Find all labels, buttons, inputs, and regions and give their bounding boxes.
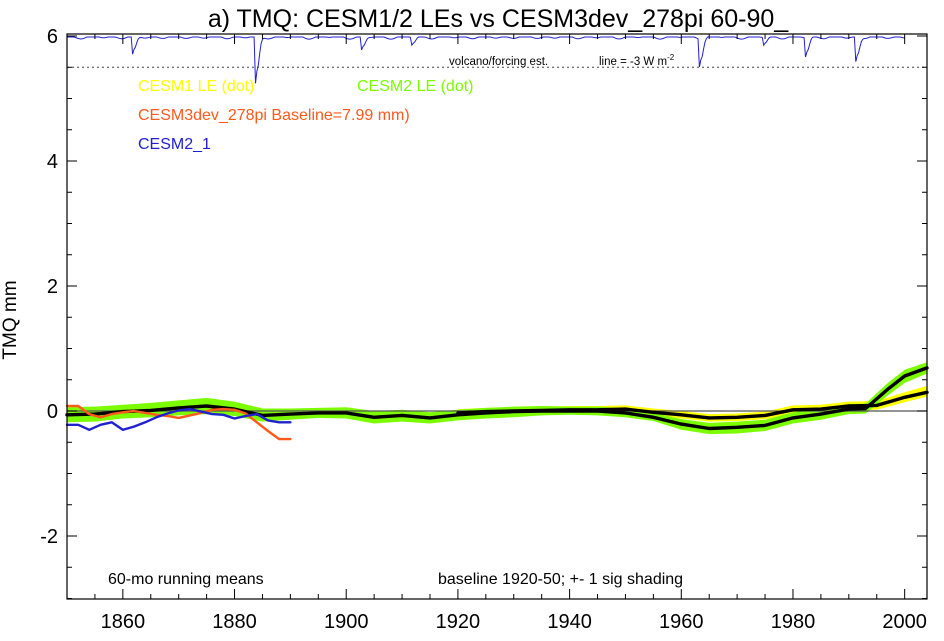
y-tick-label: 0 [47, 401, 58, 423]
x-tick-label: 1880 [212, 611, 257, 633]
line-label-superscript: -2 [667, 53, 675, 62]
legend-entry: CESM2_1 [138, 136, 211, 153]
cesm2-1-line [65, 407, 292, 431]
data-layer [65, 362, 929, 441]
x-tick-label: 2000 [882, 611, 927, 633]
x-tick-label: 1980 [771, 611, 816, 633]
y-tick-label: 2 [47, 276, 58, 298]
axes-layer: 1860 1880 1900 1920 1940 1960 1980 2000 -2 0 2 4 6 [40, 26, 928, 633]
x-tick-label: 1960 [659, 611, 704, 633]
legend-entry: CESM1 LE (dot) [138, 78, 254, 95]
x-tick-label: 1900 [324, 611, 369, 633]
y-tick-label: 4 [47, 151, 58, 173]
y-tick-label: 6 [47, 26, 58, 48]
line-label: line = -3 W m-2 [599, 53, 675, 68]
y-axis-label: TMQ mm [0, 280, 21, 359]
cesm3dev-278pi-baseline-7-99-mm-line [65, 404, 292, 441]
cesm2-le-dot-band [67, 362, 927, 435]
chart-title: a) TMQ: CESM1/2 LEs vs CESM3dev_278pi 60… [208, 5, 789, 33]
x-tick-label: 1940 [547, 611, 592, 633]
legend-entry: CESM2 LE (dot) [357, 78, 473, 95]
legend-entry: CESM3dev_278pi Baseline=7.99 mm) [138, 107, 410, 124]
plot-frame [66, 33, 928, 600]
x-tick-label: 1920 [436, 611, 481, 633]
cesm2-le-mean-line [65, 366, 929, 431]
x-tick-label: 1860 [101, 611, 146, 633]
volcano-label: volcano/forcing est. [449, 56, 548, 68]
y-tick-label: -2 [40, 526, 58, 548]
legend: CESM1 LE (dot) CESM2 LE (dot) CESM3dev_278… [138, 78, 473, 153]
bottom-left-annotation: 60-mo running means [108, 571, 264, 588]
bottom-right-annotation: baseline 1920-50; +- 1 sig shading [438, 571, 683, 588]
